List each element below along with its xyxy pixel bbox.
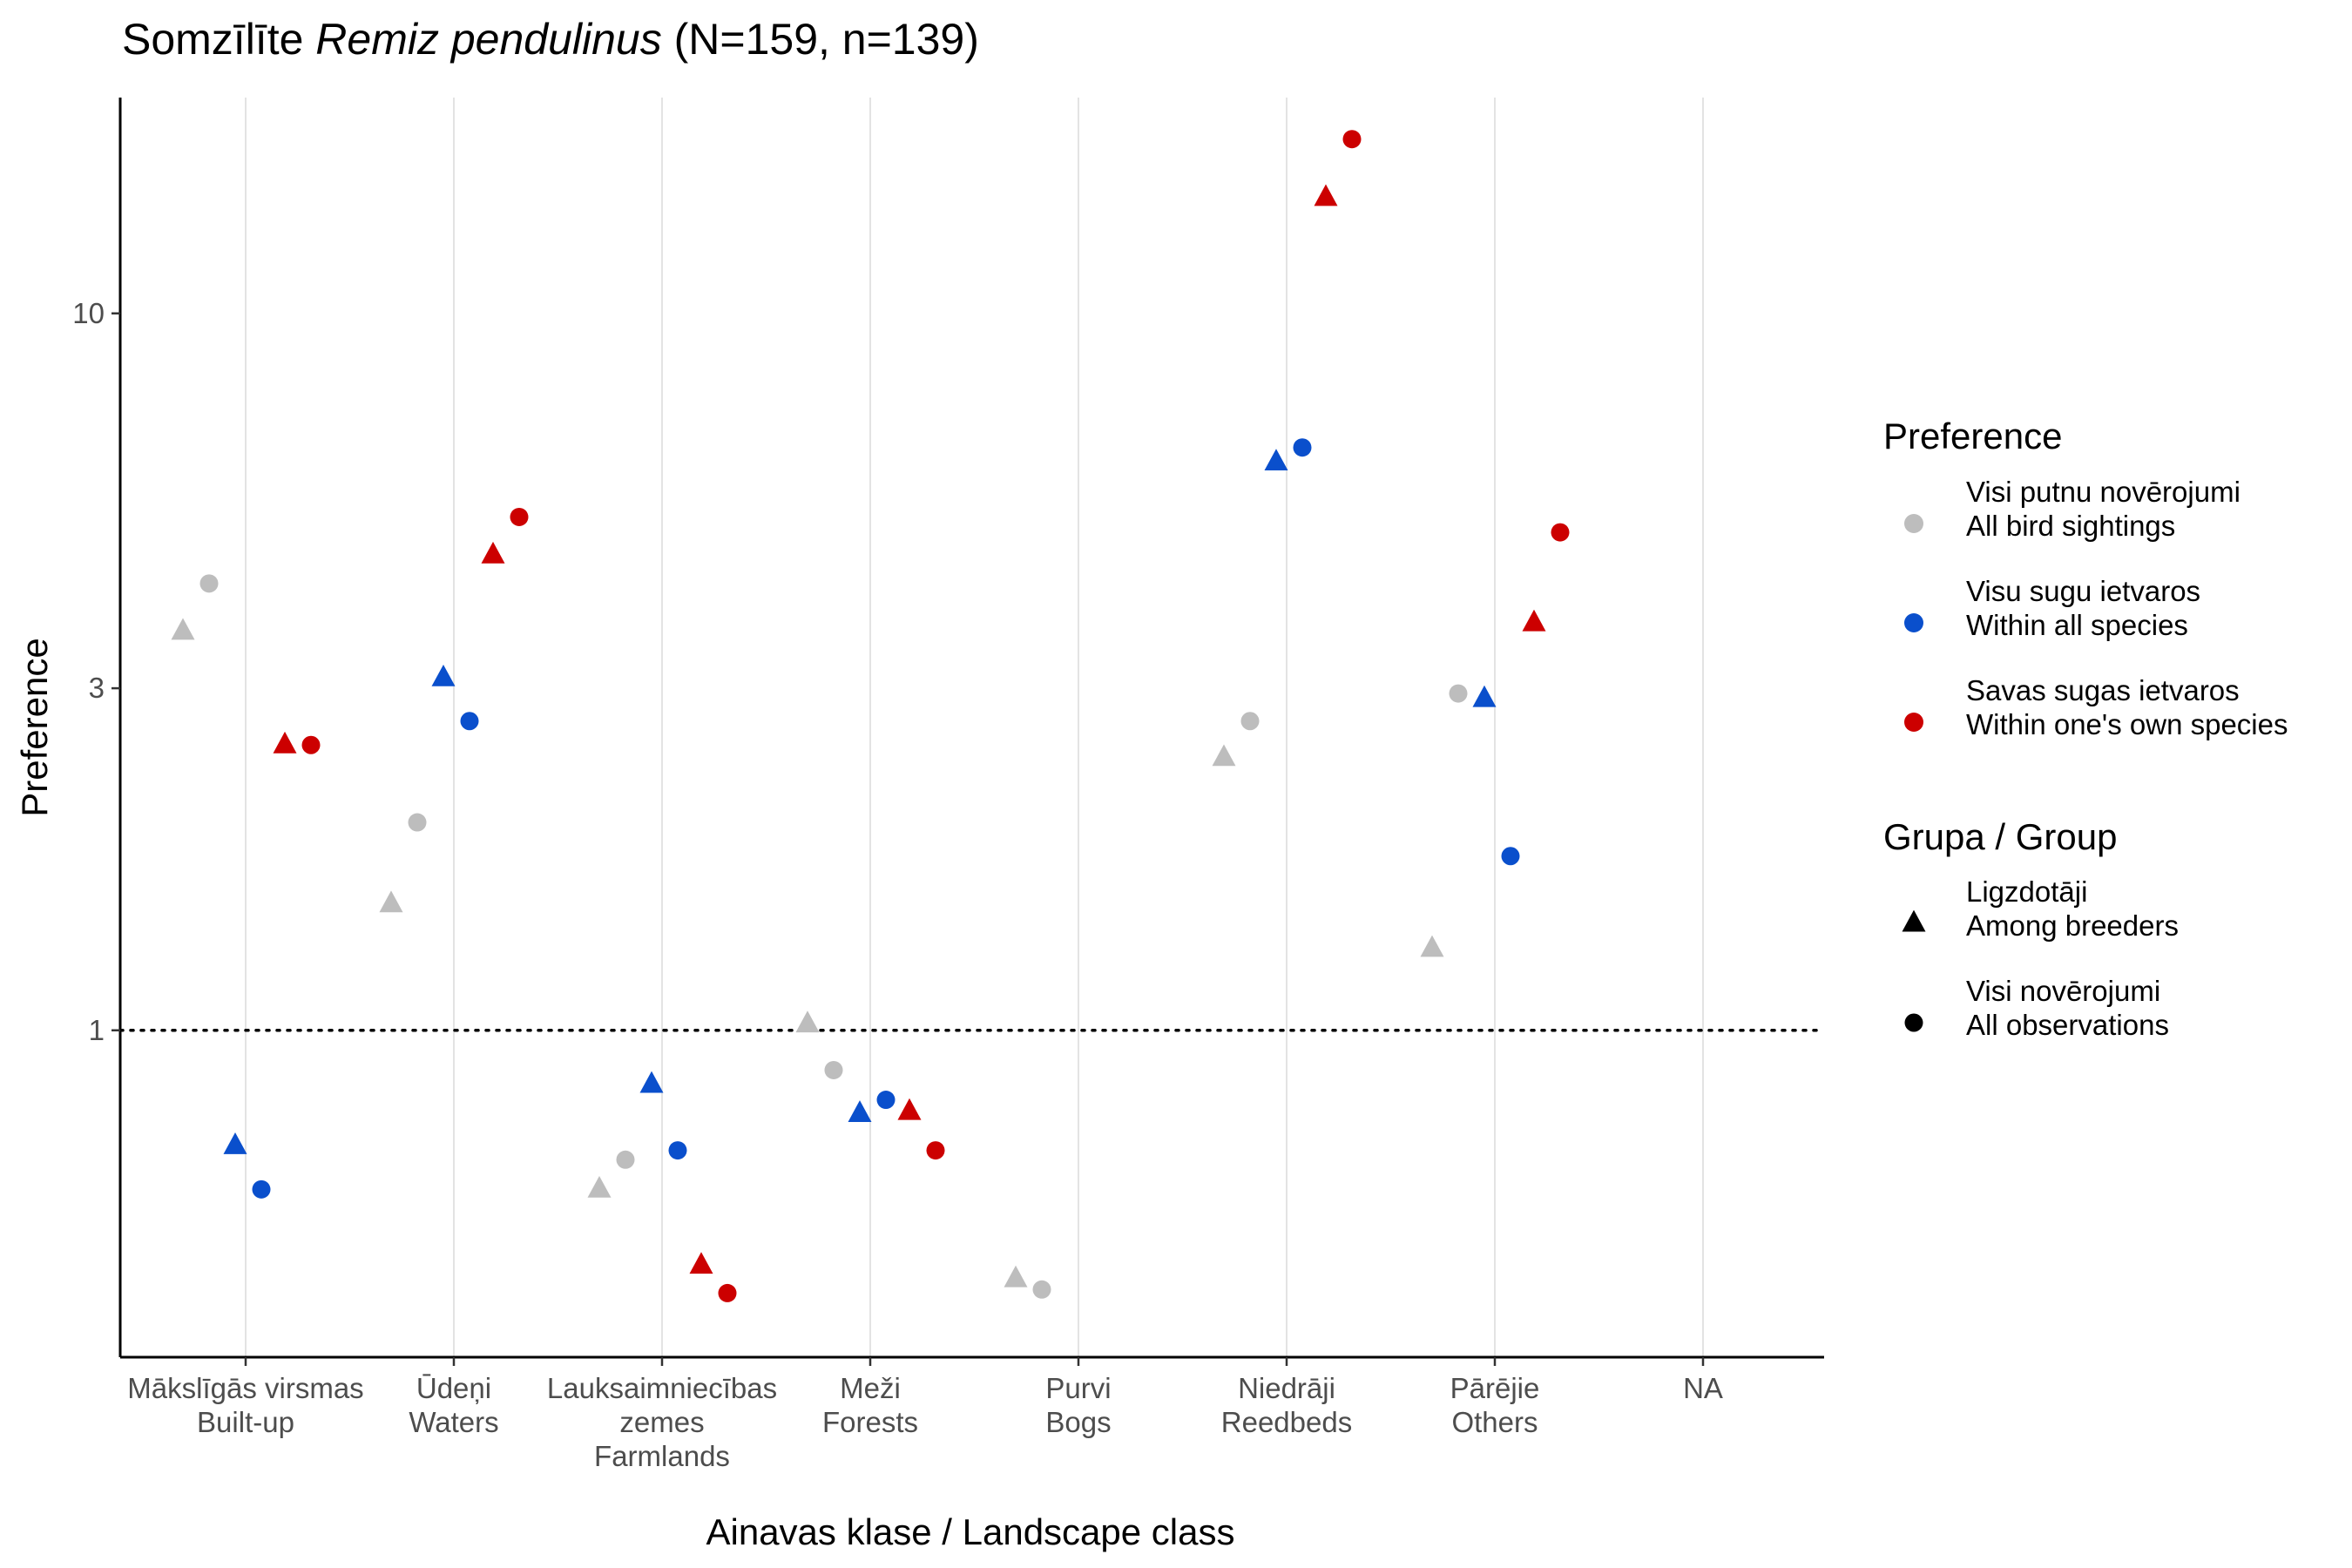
legend-label: Visi novērojumi — [1966, 975, 2160, 1007]
chart-title-suffix: (N=159, n=139) — [662, 15, 979, 64]
x-tick-label: Farmlands — [594, 1440, 730, 1472]
vertical-gridlines — [245, 98, 1704, 1357]
x-tick-label: Purvi — [1045, 1372, 1111, 1404]
point-own_species-breeders — [1314, 184, 1338, 206]
x-axis-title: Ainavas klase / Landscape class — [706, 1511, 1234, 1552]
point-own_species-breeders — [689, 1252, 713, 1274]
point-own_species-breeders — [273, 731, 297, 754]
point-all_species-breeders — [848, 1100, 872, 1122]
point-all_species-all_obs — [1501, 847, 1520, 866]
point-all_sightings-breeders — [1212, 744, 1236, 767]
x-tick-label: Ūdeņi — [416, 1372, 491, 1404]
point-all_sightings-breeders — [587, 1175, 612, 1198]
point-all_sightings-all_obs — [616, 1150, 635, 1169]
point-all_species-breeders — [223, 1132, 247, 1154]
point-own_species-all_obs — [926, 1141, 945, 1160]
point-own_species-all_obs — [510, 507, 529, 526]
x-tick-label: Mākslīgās virsmas — [127, 1372, 363, 1404]
legend-label: Within one's own species — [1966, 708, 2288, 740]
chart-title-prefix: Somzīlīte — [122, 15, 315, 64]
y-tick-label: 10 — [72, 297, 105, 329]
data-points — [171, 130, 1570, 1302]
x-tick-label: NA — [1683, 1372, 1723, 1404]
chart-title: Somzīlīte Remiz pendulinus (N=159, n=139… — [122, 15, 979, 64]
point-all_sightings-all_obs — [199, 574, 219, 593]
legend-key-all_obs — [1904, 1013, 1923, 1032]
point-all_sightings-breeders — [795, 1010, 820, 1033]
legend-label: Ligzdotāji — [1966, 875, 2087, 908]
x-tick-label: zemes — [619, 1406, 704, 1438]
x-tick-label: Niedrāji — [1238, 1372, 1335, 1404]
point-all_sightings-all_obs — [1240, 712, 1260, 731]
point-own_species-breeders — [1522, 609, 1546, 632]
x-tick-label: Pārējie — [1450, 1372, 1540, 1404]
legend-label: Within all species — [1966, 609, 2188, 641]
x-tick-label: Others — [1451, 1406, 1538, 1438]
y-tick-label: 1 — [89, 1014, 105, 1046]
point-all_species-breeders — [431, 664, 456, 686]
legend-label: All bird sightings — [1966, 510, 2175, 542]
x-tick-label: Meži — [840, 1372, 901, 1404]
x-tick-label: Forests — [822, 1406, 918, 1438]
point-all_species-all_obs — [876, 1091, 896, 1110]
point-all_species-all_obs — [460, 712, 479, 731]
legend-label: All observations — [1966, 1009, 2169, 1041]
y-axis-title: Preference — [14, 638, 55, 816]
x-tick-label: Reedbeds — [1221, 1406, 1352, 1438]
point-all_sightings-breeders — [1420, 935, 1444, 957]
point-all_sightings-all_obs — [408, 813, 427, 832]
x-tick-label: Bogs — [1045, 1406, 1111, 1438]
point-own_species-all_obs — [301, 735, 321, 754]
point-all_species-breeders — [1472, 685, 1497, 707]
point-all_species-all_obs — [1293, 438, 1312, 457]
point-all_sightings-breeders — [379, 890, 403, 913]
legend-title-group: Grupa / Group — [1883, 816, 2117, 857]
point-own_species-breeders — [481, 541, 505, 564]
legend-label: Savas sugas ietvaros — [1966, 674, 2240, 706]
axes — [118, 98, 1824, 1359]
x-tick-label: Waters — [409, 1406, 498, 1438]
point-all_sightings-breeders — [171, 618, 195, 640]
chart-title-species: Remiz pendulinus — [315, 15, 661, 64]
point-own_species-all_obs — [718, 1283, 737, 1302]
point-all_species-breeders — [1264, 449, 1288, 471]
point-all_sightings-all_obs — [1449, 684, 1468, 703]
point-own_species-all_obs — [1342, 130, 1362, 149]
x-tick-label: Built-up — [197, 1406, 294, 1438]
legend-key-own_species — [1904, 713, 1923, 732]
point-all_sightings-all_obs — [824, 1060, 843, 1079]
legend-label: Among breeders — [1966, 909, 2179, 942]
legend-key-breeders — [1902, 909, 1926, 932]
x-tick-label: Lauksaimniecības — [547, 1372, 777, 1404]
point-own_species-breeders — [897, 1098, 922, 1120]
point-own_species-all_obs — [1551, 523, 1570, 542]
point-all_species-all_obs — [668, 1141, 687, 1160]
point-all_species-breeders — [639, 1071, 664, 1093]
legend-title-preference: Preference — [1883, 416, 2062, 456]
legend-label: Visu sugu ietvaros — [1966, 575, 2200, 607]
y-tick-label: 3 — [89, 672, 105, 704]
point-all_sightings-all_obs — [1032, 1280, 1051, 1299]
y-axis-ticks: 1 3 10 — [72, 297, 120, 1046]
point-all_species-all_obs — [252, 1179, 271, 1199]
legend-label: Visi putnu novērojumi — [1966, 476, 2240, 508]
legend-key-all_species — [1904, 613, 1923, 632]
legend-key-all_sightings — [1904, 514, 1923, 533]
point-all_sightings-breeders — [1004, 1265, 1028, 1288]
